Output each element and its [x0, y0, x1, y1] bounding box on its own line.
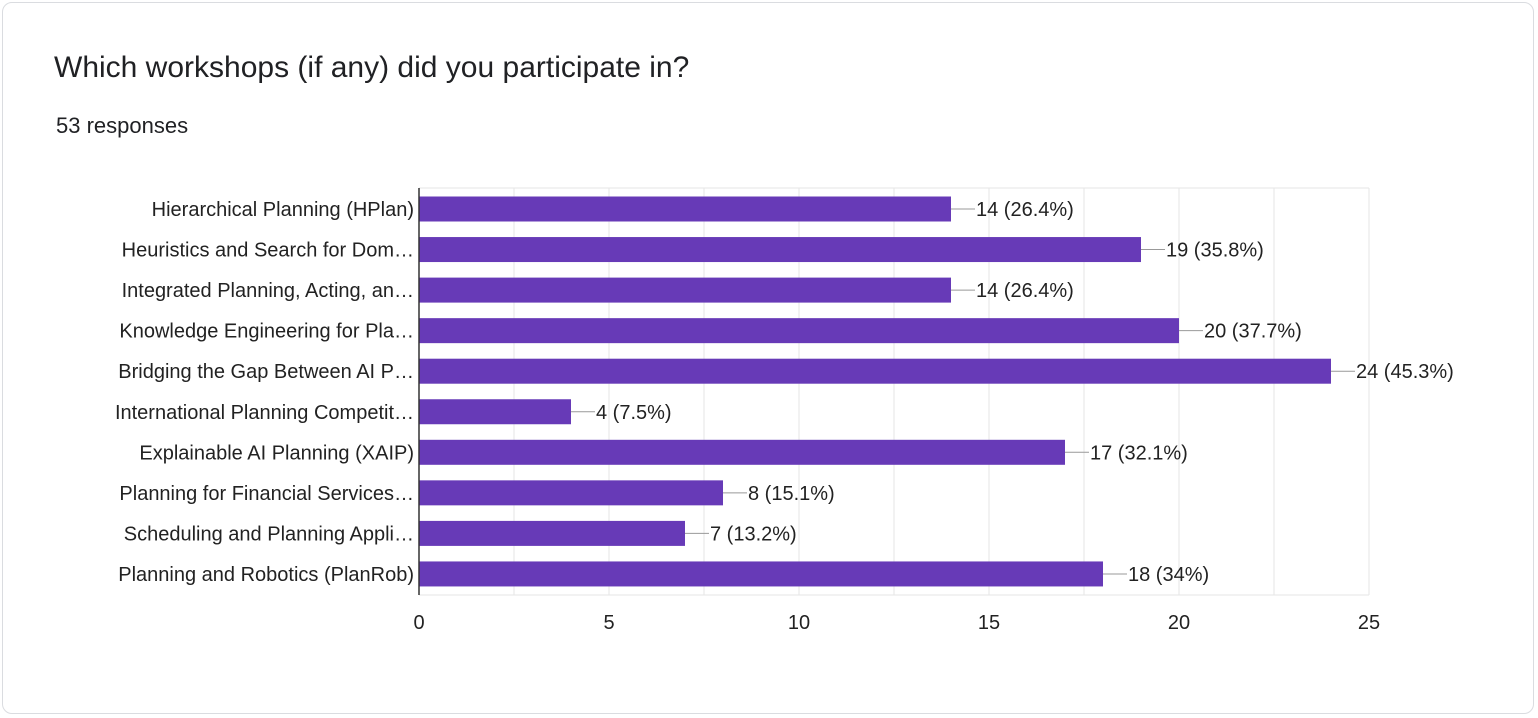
- bar: [419, 480, 723, 506]
- category-label: Integrated Planning, Acting, an…: [122, 280, 414, 302]
- bar: [419, 318, 1179, 344]
- bar: [419, 277, 951, 303]
- data-label: 14 (26.4%): [976, 199, 1074, 221]
- category-label: Planning and Robotics (PlanRob): [118, 564, 414, 586]
- x-tick-label: 25: [1358, 612, 1380, 634]
- data-label: 19 (35.8%): [1166, 240, 1264, 262]
- data-label: 18 (34%): [1128, 564, 1209, 586]
- x-tick-label: 0: [413, 612, 424, 634]
- data-label: 20 (37.7%): [1204, 321, 1302, 343]
- bar: [419, 237, 1141, 263]
- data-label: 24 (45.3%): [1356, 361, 1454, 383]
- bar: [419, 399, 571, 425]
- x-tick-label: 15: [978, 612, 1000, 634]
- x-tick-label: 20: [1168, 612, 1190, 634]
- bar: [419, 358, 1331, 384]
- data-label: 7 (13.2%): [710, 523, 797, 545]
- category-label: Hierarchical Planning (HPlan): [152, 199, 414, 221]
- data-label: 8 (15.1%): [748, 483, 835, 505]
- category-label: International Planning Competit…: [115, 402, 414, 424]
- category-label: Planning for Financial Services…: [119, 483, 414, 505]
- bar: [419, 196, 951, 222]
- data-label: 14 (26.4%): [976, 280, 1074, 302]
- x-tick-label: 10: [788, 612, 810, 634]
- data-label: 4 (7.5%): [596, 402, 672, 424]
- bar: [419, 520, 685, 546]
- data-label: 17 (32.1%): [1090, 442, 1188, 464]
- response-count: 53 responses: [56, 113, 189, 138]
- question-title: Which workshops (if any) did you partici…: [54, 51, 690, 84]
- bar: [419, 561, 1103, 587]
- bar: [419, 439, 1065, 465]
- category-label: Heuristics and Search for Dom…: [122, 240, 414, 262]
- category-label: Knowledge Engineering for Pla…: [119, 321, 414, 343]
- category-label: Scheduling and Planning Appli…: [124, 523, 414, 545]
- category-label: Bridging the Gap Between AI P…: [118, 361, 414, 383]
- category-label: Explainable AI Planning (XAIP): [139, 442, 414, 464]
- x-tick-label: 5: [603, 612, 614, 634]
